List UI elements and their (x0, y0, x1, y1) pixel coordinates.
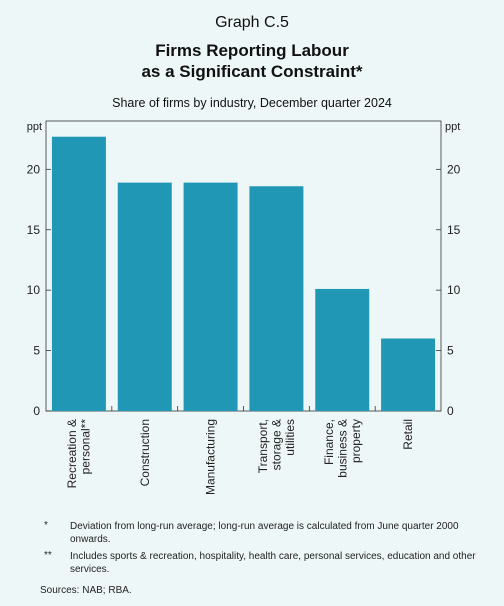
bar (315, 288, 370, 411)
footnote-1-text: Deviation from long-run average; long-ru… (70, 521, 459, 545)
category-label-line: Construction (138, 419, 152, 486)
category-label: Retail (401, 419, 415, 450)
category-label-line: storage & (269, 419, 283, 470)
y-tick-label-left: 5 (33, 344, 40, 358)
category-label-line: Retail (401, 419, 415, 450)
y-tick-label-left: 10 (27, 283, 41, 297)
category-label-line: business & (335, 419, 349, 478)
chart-title: Firms Reporting Labour as a Significant … (0, 40, 504, 82)
chart-subtitle: Share of firms by industry, December qua… (112, 96, 392, 110)
category-label-line: Transport, (256, 419, 270, 473)
category-label: Construction (138, 419, 152, 486)
category-label: Manufacturing (204, 419, 218, 495)
chart-title-line-1: Firms Reporting Labour (155, 41, 349, 60)
bar (249, 186, 304, 411)
y-tick-label-right: 10 (447, 283, 461, 297)
footnote-2: ** Includes sports & recreation, hospita… (40, 550, 480, 576)
bar (117, 182, 172, 411)
category-label: Recreation &personal** (65, 419, 93, 489)
bar (51, 136, 106, 412)
y-tick-label-right: 0 (447, 404, 454, 418)
category-label: Transport,storage &utilities (256, 419, 297, 473)
y-axis-unit-left: ppt (27, 121, 42, 133)
y-tick-label-left: 15 (27, 223, 41, 237)
footnote-2-mark: ** (44, 550, 52, 561)
category-label-line: property (349, 419, 363, 463)
category-label-line: Finance, (322, 419, 336, 465)
footnote-1: * Deviation from long-run average; long-… (40, 520, 480, 546)
y-tick-label-left: 20 (27, 162, 41, 176)
category-label: Finance,business &property (322, 419, 363, 478)
bar (381, 338, 436, 411)
bar (183, 182, 238, 411)
category-label-line: Manufacturing (204, 419, 218, 495)
category-label-line: Recreation & (65, 419, 79, 488)
y-tick-label-left: 0 (33, 404, 40, 418)
y-tick-label-right: 5 (447, 344, 454, 358)
y-tick-label-right: 20 (447, 162, 461, 176)
category-label-line: utilities (283, 419, 297, 456)
footnote-1-mark: * (44, 520, 48, 531)
sources-line: Sources: NAB; RBA. (40, 585, 132, 596)
footnote-2-text: Includes sports & recreation, hospitalit… (70, 551, 476, 575)
y-axis-unit-right: ppt (445, 121, 460, 133)
footnotes: * Deviation from long-run average; long-… (40, 520, 480, 580)
y-tick-label-right: 15 (447, 223, 461, 237)
graph-number: Graph C.5 (215, 14, 289, 31)
category-label-line: personal** (79, 419, 93, 475)
chart-title-line-2: as a Significant Constraint* (141, 62, 363, 81)
